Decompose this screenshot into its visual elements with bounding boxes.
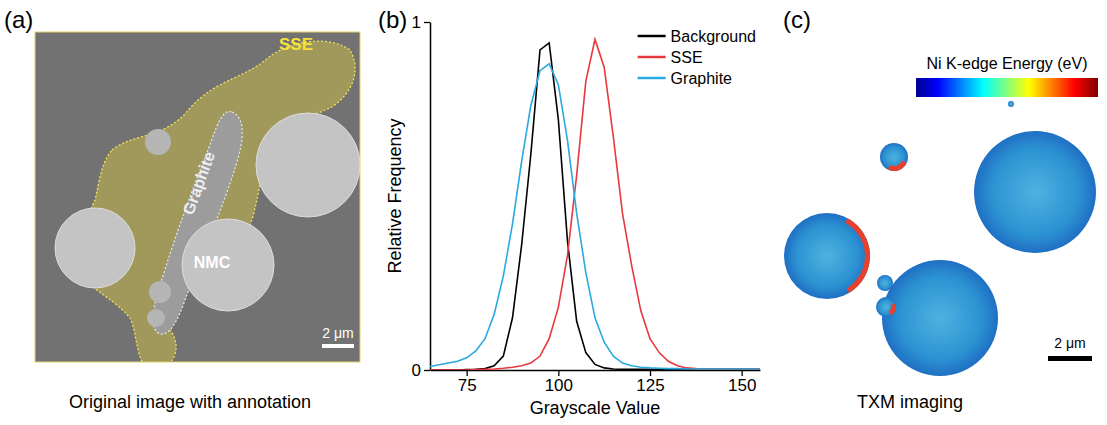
tick-mark <box>424 22 430 23</box>
tick-label: 0 <box>412 361 421 380</box>
series-line <box>430 43 760 370</box>
particle-map <box>1008 101 1014 107</box>
scale-bar-label: 2 μm <box>322 325 353 341</box>
particle-map <box>974 131 1096 253</box>
small-particle <box>147 309 165 327</box>
colorbar-title: Ni K-edge Energy (eV) <box>927 55 1088 72</box>
tick: 0 <box>412 361 430 380</box>
scale-bar <box>322 344 354 348</box>
tick-label: 1 <box>412 13 421 32</box>
panel-a: SSE Graphite NMC 2 μm <box>35 32 360 372</box>
edge-highlight <box>845 218 870 293</box>
particle-map <box>877 275 893 291</box>
tick: 1 <box>412 13 430 32</box>
panel-label: (b) <box>378 6 407 33</box>
y-axis: 01 <box>412 13 431 380</box>
particle-map <box>784 213 870 299</box>
tick: 100 <box>545 370 573 395</box>
tick-label: 150 <box>728 376 756 395</box>
x-axis: 75 100 125 150 <box>431 370 761 395</box>
particle-map <box>882 260 998 376</box>
figure: SSE Graphite NMC 2 μm (a) Original image with… <box>0 0 1107 425</box>
panel-c: Ni K-edge Energy (eV) 2 μm <box>784 55 1098 376</box>
annotation: NMC <box>194 254 231 271</box>
legend-swatch <box>638 77 666 80</box>
series-line <box>430 39 760 370</box>
tick-label: 75 <box>458 376 477 395</box>
y-axis-title: Relative Frequency <box>385 118 405 273</box>
edge-highlight <box>888 161 907 171</box>
scale-bar-label: 2 μm <box>1054 335 1085 351</box>
axis-line <box>430 23 432 371</box>
panel-label: (c) <box>783 6 811 33</box>
legend-label: Background <box>671 28 756 45</box>
nmc-particle <box>256 113 360 217</box>
edge-highlight <box>889 303 896 315</box>
legend: Background SSE Graphite <box>638 28 756 87</box>
particle-map <box>880 143 908 171</box>
panel-label: (a) <box>4 6 33 33</box>
legend-label: Graphite <box>671 70 732 87</box>
legend-entry: Background <box>638 28 756 45</box>
annotation: SSE <box>279 35 313 54</box>
tick: 75 <box>458 370 477 395</box>
series-line <box>430 64 760 369</box>
colorbar <box>916 78 1098 97</box>
tick: 125 <box>636 370 664 395</box>
legend-entry: SSE <box>638 49 703 66</box>
nmc-particle <box>55 208 135 288</box>
legend-label: SSE <box>671 49 703 66</box>
caption: Original image with annotation <box>69 392 311 412</box>
x-axis-title: Grayscale Value <box>530 398 661 418</box>
legend-entry: Graphite <box>638 70 732 87</box>
annotation: Graphite <box>180 149 219 217</box>
plot-lines <box>430 39 760 370</box>
tick: 150 <box>728 370 756 395</box>
tick-mark <box>424 370 430 371</box>
particle-map <box>876 297 896 317</box>
legend-swatch <box>638 56 666 59</box>
scale-bar <box>1048 356 1092 361</box>
nmc-particle <box>182 219 274 311</box>
tick-label: 125 <box>636 376 664 395</box>
legend-swatch <box>638 35 666 38</box>
caption: TXM imaging <box>857 392 963 412</box>
small-particle <box>149 281 171 303</box>
tick-label: 100 <box>545 376 573 395</box>
small-particle <box>145 129 171 155</box>
